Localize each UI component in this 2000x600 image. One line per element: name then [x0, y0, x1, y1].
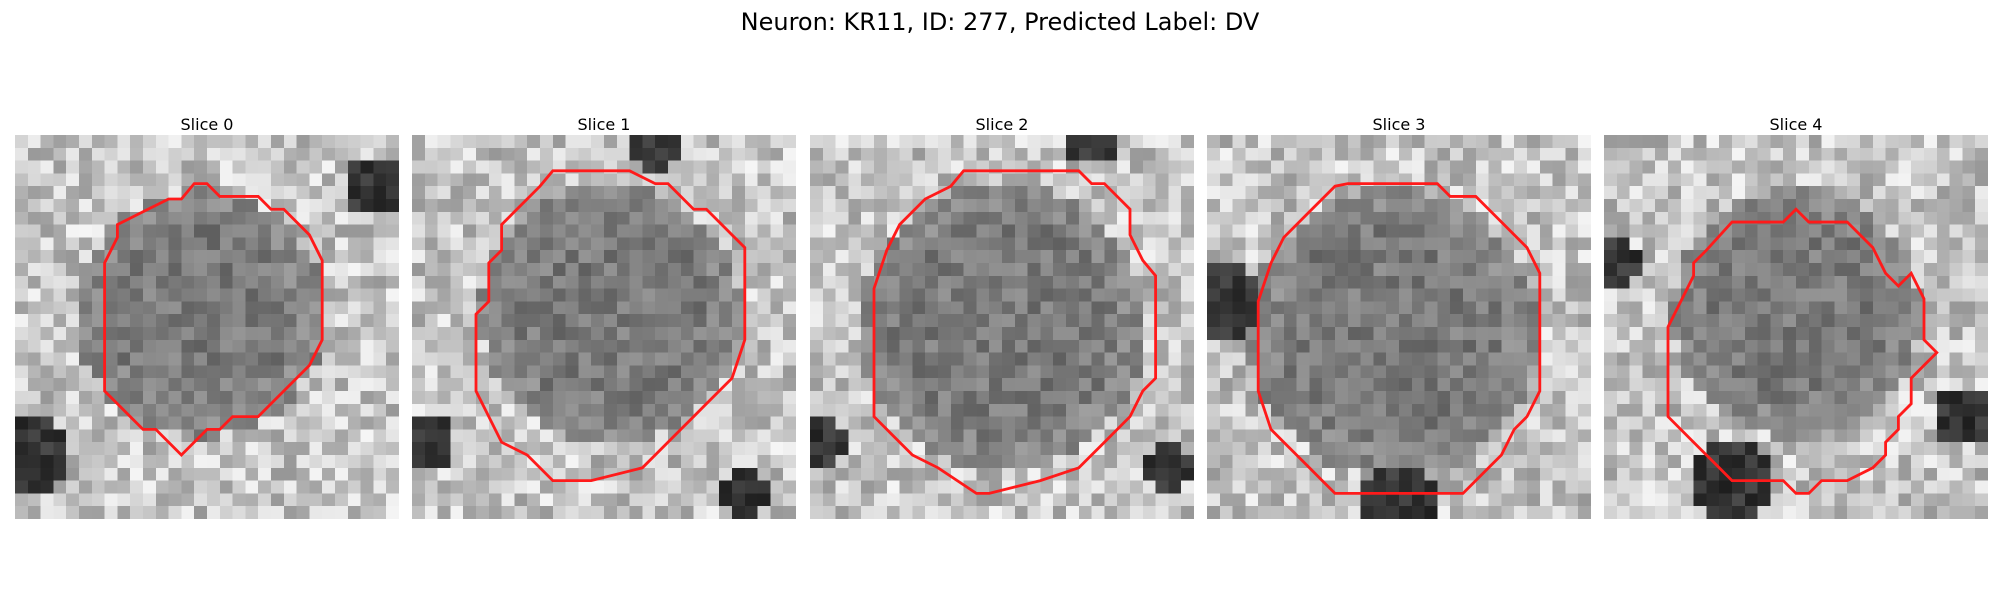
figure-title: Neuron: KR11, ID: 277, Predicted Label: …	[740, 8, 1260, 36]
slice-panel-4: Slice 4	[1604, 115, 1988, 519]
slice-panel-3: Slice 3	[1207, 115, 1591, 519]
slice-panel-1: Slice 1	[412, 115, 796, 519]
slice-image-4	[1604, 135, 1988, 519]
cell-contour-1	[474, 169, 747, 483]
cell-contour-4	[1666, 207, 1939, 495]
slice-title: Slice 0	[180, 115, 234, 134]
slice-title: Slice 1	[577, 115, 631, 134]
cell-contour-0	[103, 182, 324, 457]
slice-panel-2: Slice 2	[810, 115, 1194, 519]
slice-image-0	[15, 135, 399, 519]
cell-contour-3	[1256, 182, 1542, 495]
slice-image-3	[1207, 135, 1591, 519]
slice-panel-0: Slice 0	[15, 115, 399, 519]
slice-title: Slice 2	[975, 115, 1029, 134]
slice-title: Slice 3	[1372, 115, 1426, 134]
slice-title: Slice 4	[1769, 115, 1823, 134]
cell-contour-2	[872, 169, 1158, 495]
slice-image-1	[412, 135, 796, 519]
slice-image-2	[810, 135, 1194, 519]
